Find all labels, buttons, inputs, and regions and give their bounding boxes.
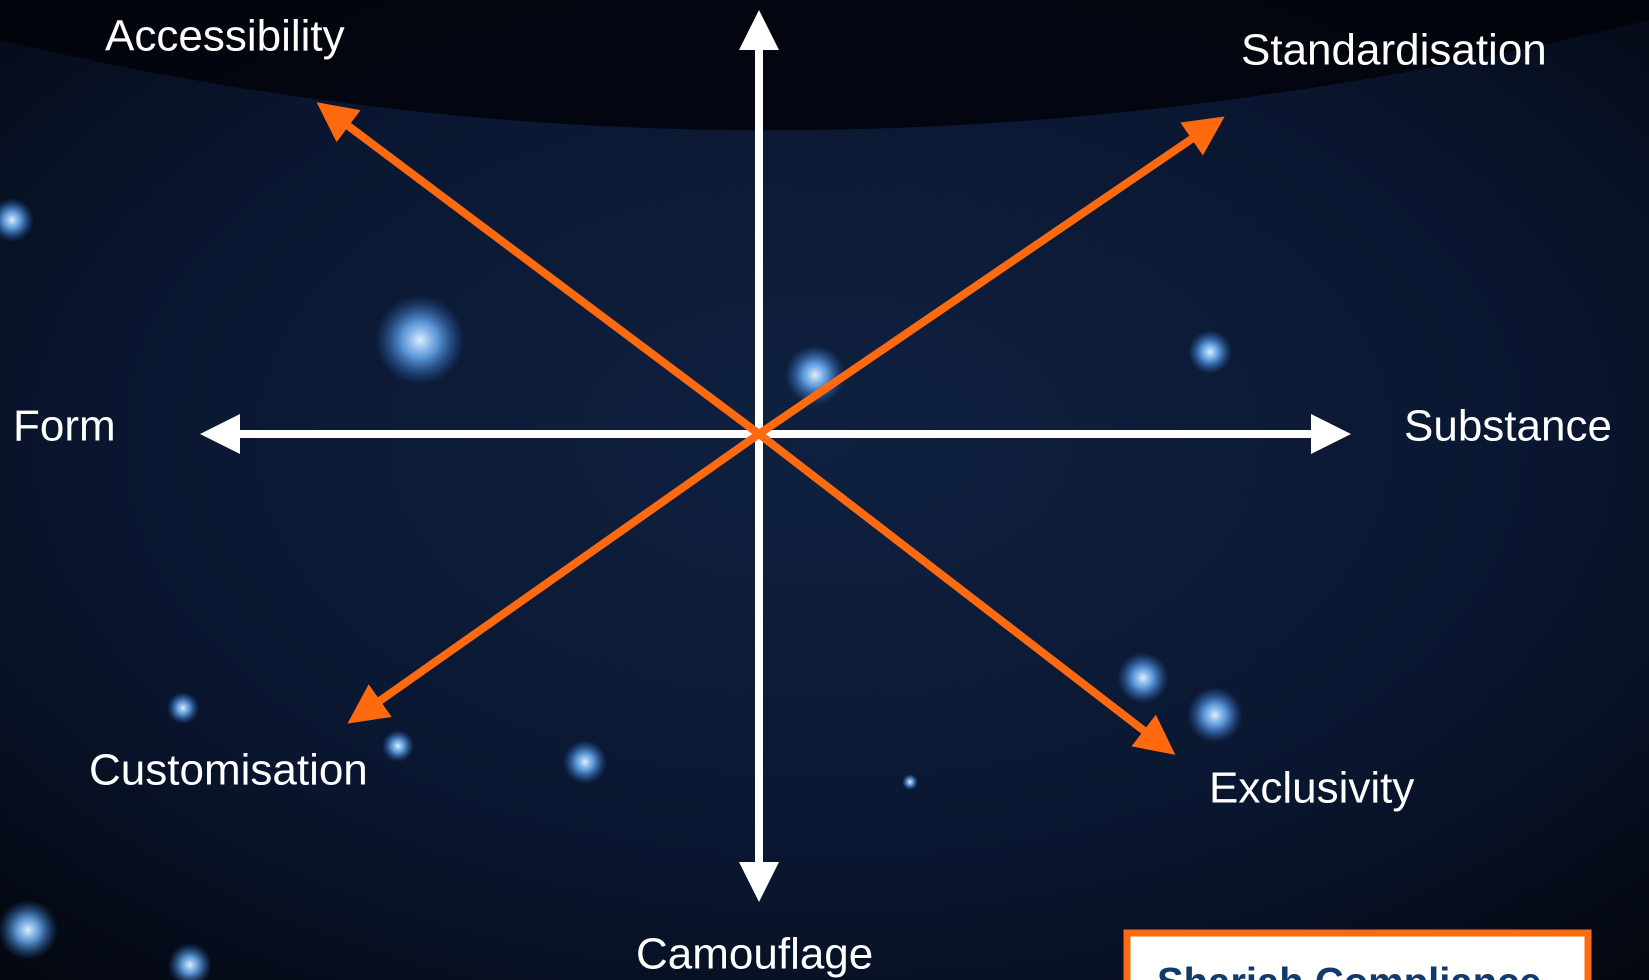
callout-text: Shariah Compliance xyxy=(1157,961,1542,980)
label: Standardisation xyxy=(1241,26,1547,75)
label: Form xyxy=(13,402,116,451)
label: Customisation xyxy=(89,746,368,795)
background xyxy=(0,0,1649,980)
diagram: Accessibility Standardisation Form Subst… xyxy=(0,0,1649,980)
label: Exclusivity xyxy=(1209,764,1414,813)
label: Substance xyxy=(1404,402,1612,451)
label: Accessibility xyxy=(105,12,345,61)
label: Camouflage xyxy=(636,930,873,979)
page: {"labels": {"top_left": "Accessibility",… xyxy=(0,0,1649,980)
